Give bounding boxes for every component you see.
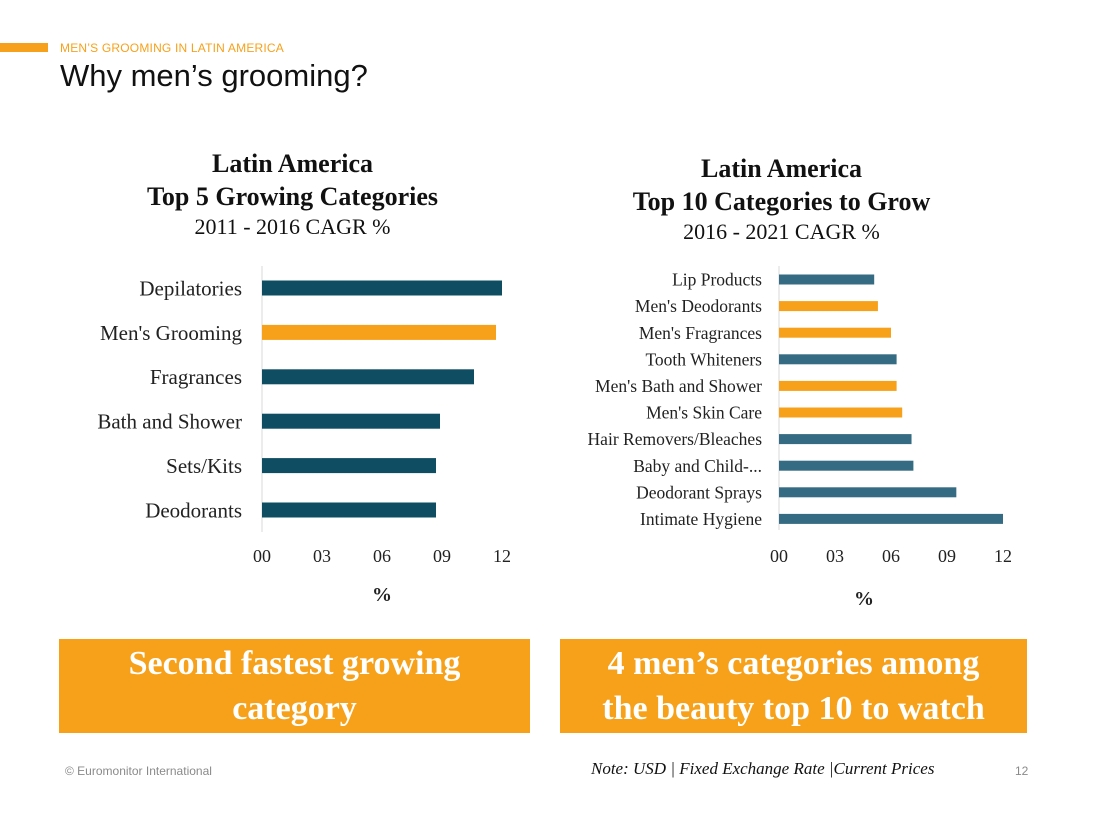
- right-category-label-deodorant-sprays: Deodorant Sprays: [636, 482, 762, 502]
- right-x-axis-label: %: [854, 588, 874, 610]
- left-callout-line-1: Second fastest growing: [128, 645, 461, 682]
- right-category-label-men-s-deodorants: Men's Deodorants: [635, 296, 762, 316]
- left-x-axis-label: %: [372, 584, 392, 606]
- left-x-tick-00: 00: [253, 546, 271, 566]
- left-category-label-depilatories: Depilatories: [139, 276, 242, 300]
- right-bar-intimate-hygiene: [779, 513, 1003, 524]
- right-bar-lip-products: [779, 274, 875, 285]
- right-category-label-men-s-bath-and-shower: Men's Bath and Shower: [595, 376, 762, 396]
- left-callout-line-2: category: [232, 690, 357, 727]
- right-bar-tooth-whiteners: [779, 354, 897, 365]
- right-bar-deodorant-sprays: [779, 487, 957, 498]
- right-callout: 4 men’s categories among the beauty top …: [560, 639, 1027, 733]
- left-category-label-deodorants: Deodorants: [145, 498, 242, 522]
- copyright: © Euromonitor International: [65, 764, 212, 778]
- right-bar-men-s-bath-and-shower: [779, 380, 897, 391]
- left-bar-men-s-grooming: [262, 324, 496, 340]
- left-chart-title-line-2: Top 5 Growing Categories: [146, 182, 439, 211]
- right-bar-men-s-skin-care: [779, 407, 903, 418]
- currency-note: Note: USD | Fixed Exchange Rate |Current…: [591, 759, 935, 778]
- right-category-label-intimate-hygiene: Intimate Hygiene: [640, 509, 762, 529]
- right-chart-title-line-2: Top 10 Categories to Grow: [632, 187, 931, 216]
- right-category-label-hair-removers-bleaches: Hair Removers/Bleaches: [588, 429, 763, 449]
- right-category-label-tooth-whiteners: Tooth Whiteners: [645, 349, 762, 369]
- left-category-label-bath-and-shower: Bath and Shower: [97, 410, 242, 434]
- right-x-tick-06: 06: [882, 546, 900, 566]
- right-x-tick-12: 12: [994, 546, 1012, 566]
- right-bar-men-s-fragrances: [779, 327, 891, 338]
- right-chart-title-line-1: Latin America: [700, 154, 863, 183]
- right-category-label-baby-and-child: Baby and Child-...: [633, 456, 762, 476]
- right-x-tick-00: 00: [770, 546, 788, 566]
- left-callout: Second fastest growing category: [59, 639, 530, 733]
- page-number: 12: [1015, 764, 1029, 778]
- right-x-tick-09: 09: [938, 546, 956, 566]
- section-kicker: MEN’S GROOMING IN LATIN AMERICA: [60, 41, 284, 55]
- left-bar-deodorants: [262, 502, 436, 518]
- right-bar-baby-and-child: [779, 460, 914, 471]
- left-x-tick-03: 03: [313, 546, 331, 566]
- right-bar-hair-removers-bleaches: [779, 434, 912, 445]
- right-chart-subtitle: 2016 - 2021 CAGR %: [683, 219, 880, 244]
- right-category-label-lip-products: Lip Products: [672, 270, 762, 290]
- right-callout-line-1: 4 men’s categories among: [607, 645, 980, 682]
- accent-bar: [0, 43, 48, 52]
- left-bar-sets-kits: [262, 458, 436, 474]
- left-category-label-sets-kits: Sets/Kits: [166, 454, 242, 478]
- right-x-tick-03: 03: [826, 546, 844, 566]
- left-bar-bath-and-shower: [262, 413, 440, 429]
- left-bar-fragrances: [262, 369, 474, 385]
- left-chart-title-line-1: Latin America: [211, 149, 374, 178]
- right-bar-men-s-deodorants: [779, 301, 878, 312]
- left-x-tick-12: 12: [493, 546, 511, 566]
- right-category-label-men-s-fragrances: Men's Fragrances: [639, 323, 762, 343]
- left-bar-depilatories: [262, 280, 502, 296]
- left-chart-title: Latin America Top 5 Growing Categories 2…: [60, 147, 525, 241]
- left-x-tick-06: 06: [373, 546, 391, 566]
- left-category-label-fragrances: Fragrances: [150, 365, 242, 389]
- left-x-tick-09: 09: [433, 546, 451, 566]
- right-callout-line-2: the beauty top 10 to watch: [602, 690, 985, 727]
- left-category-label-men-s-grooming: Men's Grooming: [100, 321, 243, 345]
- page-title: Why men’s grooming?: [60, 58, 368, 93]
- right-chart-title: Latin America Top 10 Categories to Grow …: [560, 152, 1003, 246]
- right-category-label-men-s-skin-care: Men's Skin Care: [646, 403, 762, 423]
- left-chart-subtitle: 2011 - 2016 CAGR %: [194, 214, 391, 239]
